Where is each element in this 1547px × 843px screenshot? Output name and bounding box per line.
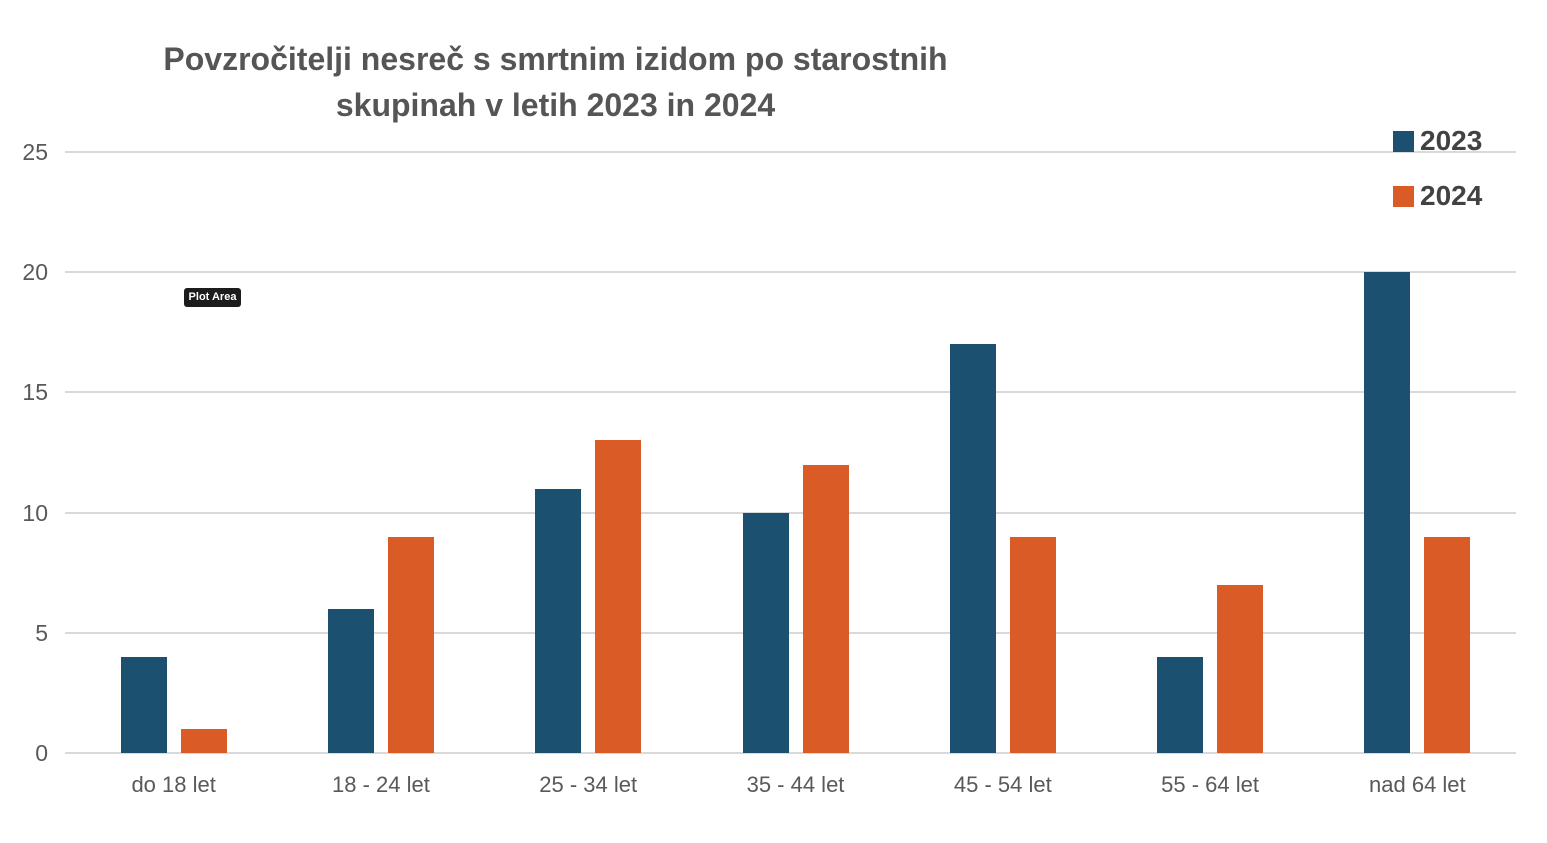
bar-2024-55---64-let[interactable]	[1217, 584, 1264, 753]
plot-area-tooltip: Plot Area	[184, 288, 241, 307]
x-category-label-18---24-let: 18 - 24 let	[332, 772, 430, 797]
chart-title-line2: skupinah v letih 2023 in 2024	[335, 87, 776, 123]
bar-2024-45---54-let[interactable]	[1009, 536, 1056, 753]
x-category-label-45---54-let: 45 - 54 let	[953, 772, 1052, 797]
y-tick-label-15: 15	[22, 379, 48, 406]
gridline-y-15	[65, 391, 1516, 394]
legend-item-2024[interactable]: 2024	[1393, 180, 1483, 211]
gridline-y-10	[65, 511, 1516, 514]
bar-2024-nad-64-let[interactable]	[1424, 536, 1471, 753]
x-category-label-nad-64-let: nad 64 let	[1369, 772, 1466, 797]
bar-2023-35---44-let[interactable]	[742, 512, 789, 753]
y-tick-label-0: 0	[35, 740, 48, 766]
bar-2023-nad-64-let[interactable]	[1364, 272, 1411, 753]
bar-2024-35---44-let[interactable]	[802, 464, 849, 753]
x-category-label-35---44-let: 35 - 44 let	[746, 772, 845, 797]
legend-item-2023[interactable]: 2023	[1393, 125, 1483, 156]
y-tick-label-5: 5	[35, 619, 48, 646]
gridline-y-25	[65, 151, 1516, 153]
bar-2024-18---24-let[interactable]	[387, 536, 434, 753]
chart-title[interactable]: Povzročitelji nesreč s smrtnim izidom po…	[38, 36, 1073, 128]
x-category-label-do-18-let: do 18 let	[131, 772, 216, 797]
legend: 2023 2024	[1393, 125, 1483, 238]
legend-label-2023: 2023	[1420, 125, 1483, 156]
bar-2023-45---54-let[interactable]	[949, 344, 996, 753]
x-category-label-55---64-let: 55 - 64 let	[1161, 772, 1259, 797]
y-tick-label-10: 10	[22, 499, 48, 526]
y-tick-label-25: 25	[22, 139, 48, 165]
gridline-y-5	[65, 631, 1516, 634]
legend-swatch-2023	[1393, 130, 1414, 152]
bar-2023-18---24-let[interactable]	[327, 608, 374, 753]
bar-2023-do-18-let[interactable]	[120, 656, 167, 753]
bar-2024-25---34-let[interactable]	[595, 440, 642, 753]
chart-title-line1: Povzročitelji nesreč s smrtnim izidom po…	[163, 41, 948, 77]
gridline-y-20	[65, 271, 1516, 274]
bar-2024-do-18-let[interactable]	[180, 728, 227, 753]
bar-2023-25---34-let[interactable]	[535, 488, 582, 753]
legend-label-2024: 2024	[1420, 180, 1483, 211]
x-category-label-25---34-let: 25 - 34 let	[539, 772, 638, 797]
y-tick-label-20: 20	[22, 259, 48, 286]
bar-2023-55---64-let[interactable]	[1157, 656, 1204, 753]
plot-area[interactable]	[65, 151, 1516, 754]
x-axis-line	[65, 752, 1516, 754]
legend-swatch-2024	[1393, 185, 1414, 207]
